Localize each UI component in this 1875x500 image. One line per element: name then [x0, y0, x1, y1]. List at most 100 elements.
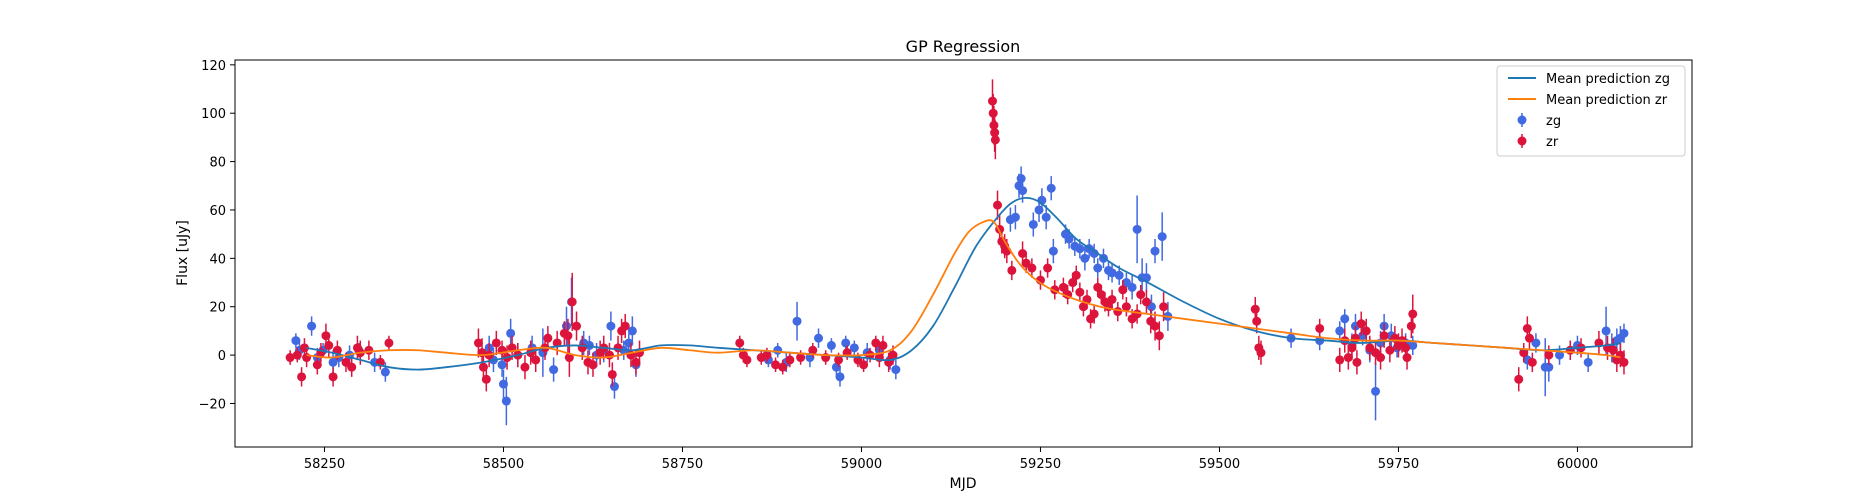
data-point-zr [742, 355, 752, 365]
data-point-zr [888, 350, 898, 360]
data-point-zg [1048, 246, 1058, 256]
data-point-zg [1114, 270, 1124, 280]
data-point-zr [1007, 265, 1017, 275]
data-point-zg [1531, 338, 1541, 348]
data-point-zg [1107, 268, 1117, 278]
data-point-zr [1068, 278, 1078, 288]
data-point-zr [808, 345, 818, 355]
data-point-zg [380, 367, 390, 377]
data-point-zr [613, 343, 623, 353]
data-point-zr [324, 340, 334, 350]
data-point-zr [1113, 307, 1123, 317]
data-point-zr [473, 338, 483, 348]
data-point-zg [501, 396, 511, 406]
data-point-zr [990, 135, 1000, 145]
data-point-zg [814, 333, 824, 343]
data-point-zr [481, 374, 491, 384]
data-point-zr [871, 338, 881, 348]
data-point-zr [1401, 343, 1411, 353]
data-point-zr [1524, 333, 1534, 343]
data-point-zr [491, 338, 501, 348]
data-point-zr [1565, 345, 1575, 355]
data-point-zr [1343, 353, 1353, 363]
data-point-zg [627, 326, 637, 336]
plot-content [285, 79, 1629, 426]
data-point-zg [1018, 186, 1028, 196]
data-point-zr [1335, 355, 1345, 365]
data-point-zr [1347, 343, 1357, 353]
data-point-zg [1016, 174, 1026, 184]
data-point-zg [1127, 282, 1137, 292]
x-axis-label: MJD [950, 476, 977, 492]
legend-label-zr-line: Mean prediction zr [1546, 93, 1668, 108]
data-point-zr [1071, 270, 1081, 280]
mean-line-zr [306, 219, 1621, 359]
data-point-zr [302, 353, 312, 363]
data-point-zr [1141, 297, 1151, 307]
data-point-zr [588, 360, 598, 370]
data-point-zg [606, 321, 616, 331]
data-point-zr [1018, 249, 1028, 258]
data-point-zr [1250, 304, 1260, 314]
data-point-zr [1089, 309, 1099, 319]
data-point-zr [1075, 287, 1085, 297]
data-point-zr [1522, 323, 1532, 333]
legend-swatch-zg-marker [1517, 115, 1527, 125]
data-point-zr [1519, 348, 1529, 358]
legend-label-zg: zg [1546, 114, 1561, 129]
data-point-zr [1315, 323, 1325, 333]
data-point-zr [771, 360, 781, 370]
data-point-zg [1340, 314, 1350, 324]
data-point-zr [1514, 374, 1524, 384]
x-tick-label: 59250 [1020, 457, 1061, 472]
data-point-zr [1096, 290, 1106, 300]
data-point-zr [1544, 350, 1554, 360]
axes: 58250 58500 58750 59000 59250 59500 59750 60000… [199, 59, 1599, 472]
x-tick-label: 58250 [304, 457, 345, 472]
data-point-zr [347, 362, 357, 372]
x-tick-label: 59000 [841, 457, 882, 472]
x-tick-label: 59500 [1199, 457, 1240, 472]
data-point-zr [1385, 345, 1395, 355]
data-point-zr [1608, 345, 1618, 355]
x-tick-label: 58500 [483, 457, 524, 472]
x-tick-label: 58750 [662, 457, 703, 472]
data-point-zr [1406, 321, 1416, 331]
data-point-zg [291, 336, 301, 346]
data-point-zg [1064, 234, 1074, 244]
data-point-zg [1075, 244, 1085, 254]
data-point-zg [1408, 340, 1418, 350]
data-point-zg [1080, 253, 1090, 263]
data-point-zr [607, 369, 617, 379]
data-point-zr [1027, 263, 1037, 273]
plot-area [285, 79, 1629, 426]
data-point-zg [1150, 246, 1160, 256]
data-point-zg [826, 340, 836, 350]
data-point-zr [1402, 353, 1412, 363]
data-point-zr [572, 321, 582, 331]
data-point-zg [1601, 326, 1611, 336]
data-point-zr [1252, 316, 1262, 326]
plot-frame [234, 59, 1693, 448]
data-point-zr [1058, 282, 1068, 292]
data-point-zr [285, 353, 295, 363]
x-tick-label: 60000 [1557, 457, 1598, 472]
data-point-zg [1619, 328, 1629, 338]
data-point-zg [1041, 212, 1051, 222]
data-point-zg [584, 340, 594, 350]
data-point-zg [1555, 350, 1565, 360]
data-point-zg [849, 343, 859, 353]
data-point-zr [292, 350, 302, 360]
data-point-zg [549, 365, 559, 375]
data-point-zr [859, 360, 869, 370]
data-point-zr [735, 338, 745, 348]
data-point-zr [531, 355, 541, 365]
data-point-zg [835, 372, 845, 382]
data-point-zr [1159, 302, 1169, 312]
y-tick-label: −20 [199, 397, 226, 412]
y-tick-label: 20 [209, 301, 226, 316]
data-point-zr [312, 360, 322, 370]
y-tick-label: 80 [209, 156, 226, 171]
y-tick-label: 100 [201, 107, 226, 122]
y-tick-label: 60 [209, 204, 226, 219]
